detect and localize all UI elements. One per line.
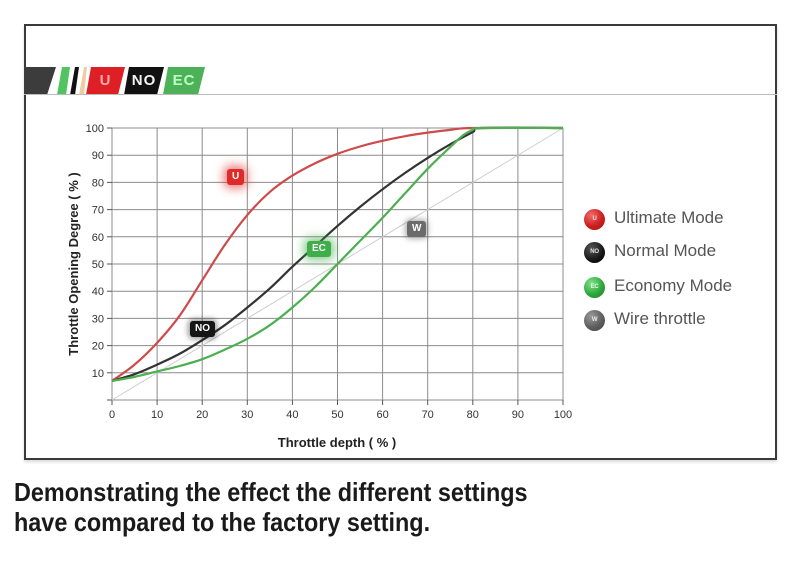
- svg-text:20: 20: [92, 341, 104, 353]
- svg-text:70: 70: [422, 409, 434, 421]
- svg-text:20: 20: [196, 409, 208, 421]
- svg-text:Throttle Opening Degree ( % ): Throttle Opening Degree ( % ): [66, 172, 81, 355]
- svg-text:50: 50: [331, 409, 343, 421]
- svg-text:80: 80: [467, 409, 479, 421]
- svg-text:50: 50: [92, 259, 104, 271]
- svg-text:10: 10: [151, 409, 163, 421]
- svg-text:70: 70: [92, 205, 104, 217]
- svg-text:40: 40: [92, 286, 104, 298]
- svg-text:100: 100: [86, 123, 104, 135]
- svg-text:30: 30: [92, 313, 104, 325]
- svg-text:90: 90: [512, 409, 524, 421]
- svg-text:90: 90: [92, 150, 104, 162]
- svg-text:0: 0: [109, 409, 115, 421]
- svg-text:Throttle depth ( % ): Throttle depth ( % ): [278, 435, 396, 450]
- svg-text:60: 60: [92, 232, 104, 244]
- svg-text:10: 10: [92, 368, 104, 380]
- svg-text:100: 100: [554, 409, 572, 421]
- svg-text:40: 40: [286, 409, 298, 421]
- svg-text:30: 30: [241, 409, 253, 421]
- svg-text:60: 60: [376, 409, 388, 421]
- svg-text:80: 80: [92, 177, 104, 189]
